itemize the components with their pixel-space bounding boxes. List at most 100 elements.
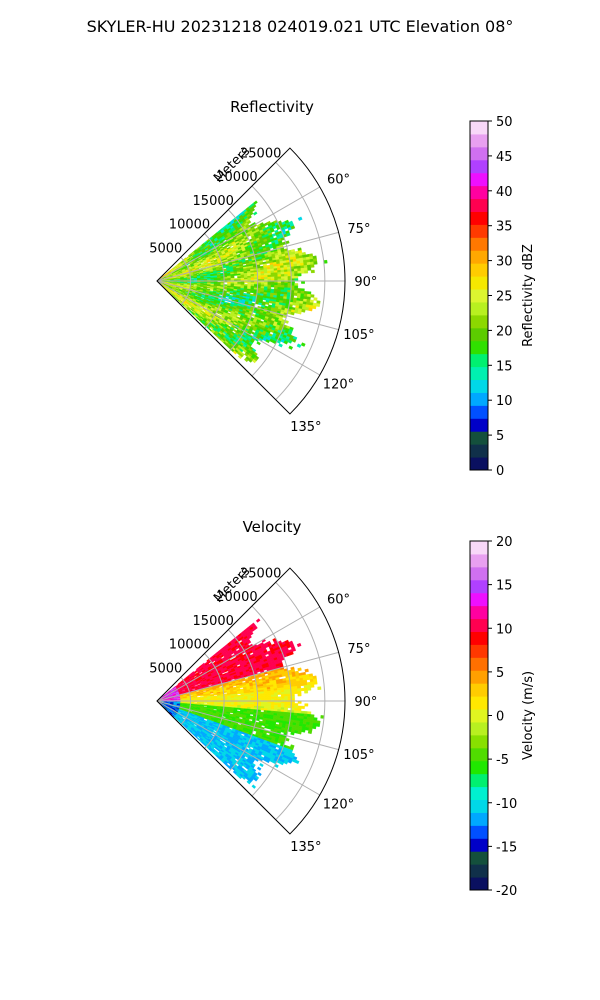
data-cell: [193, 279, 198, 281]
colorbar-tick-label: 20: [496, 324, 513, 339]
data-cell: [278, 343, 283, 348]
colorbar-tick-label: 5: [496, 429, 504, 444]
data-cell: [277, 272, 282, 275]
data-cell: [307, 267, 312, 271]
colorbar-swatch: [470, 418, 488, 432]
data-cell: [288, 345, 294, 350]
colorbar-swatch: [470, 263, 488, 277]
data-cell: [270, 274, 275, 278]
data-cell: [267, 696, 272, 700]
data-cell: [297, 667, 302, 672]
data-cell: [280, 691, 285, 695]
data-cell: [260, 277, 265, 280]
data-cell: [274, 274, 278, 278]
data-cell: [256, 341, 261, 346]
theta-tick-label: 135°: [290, 420, 321, 435]
colorbar-swatch: [470, 353, 488, 368]
data-cell: [250, 277, 255, 280]
colorbar-swatch: [470, 211, 488, 225]
data-cell: [280, 274, 285, 277]
data-cell: [253, 200, 258, 205]
data-cell: [284, 273, 289, 277]
data-cell: [300, 342, 306, 347]
data-cell: [264, 274, 268, 278]
panels: Reflectivity60°75°90°105°120°135°5000100…: [149, 98, 536, 899]
colorbar-swatch: [470, 121, 488, 135]
data-cell: [310, 684, 315, 688]
theta-tick-label: 75°: [347, 222, 370, 237]
colorbar-swatch: [470, 172, 488, 187]
data-cell: [270, 694, 275, 698]
data-cell: [262, 297, 267, 301]
data-cell: [229, 292, 234, 295]
data-cell: [300, 682, 305, 687]
data-cell: [258, 302, 263, 306]
data-cell: [294, 275, 299, 279]
colorbar-tick-label: 45: [496, 150, 513, 165]
data-cell: [267, 694, 272, 698]
data-cell: [270, 696, 275, 700]
data-cell: [274, 694, 278, 698]
data-cell: [307, 687, 312, 691]
data-cell: [277, 276, 282, 280]
data-cell: [317, 686, 322, 690]
data-cell: [280, 271, 285, 275]
data-cell: [183, 282, 188, 284]
data-cell: [297, 705, 302, 709]
data-cell: [293, 268, 298, 272]
data-cell: [247, 215, 252, 220]
data-cell: [304, 690, 309, 694]
data-cell: [307, 264, 312, 269]
theta-tick-label: 120°: [323, 377, 354, 392]
data-cell: [300, 270, 305, 274]
data-cell: [280, 694, 285, 697]
data-cell: [293, 688, 298, 692]
data-cell: [284, 696, 289, 699]
colorbar-swatch: [470, 379, 488, 393]
colorbar-swatch: [470, 327, 488, 342]
colorbar-swatch: [470, 224, 488, 238]
data-cell: [297, 216, 303, 221]
data-cell: [297, 688, 302, 692]
colorbar-swatch: [470, 301, 488, 316]
data-cell: [274, 282, 279, 286]
data-cell: [297, 288, 302, 292]
data-cell: [313, 261, 318, 265]
data-cell: [305, 676, 311, 681]
data-cell: [284, 276, 289, 279]
data-cell: [280, 702, 285, 706]
data-cell: [250, 697, 255, 700]
data-cell: [297, 708, 302, 712]
data-cell: [277, 692, 282, 695]
data-cell: [267, 274, 272, 278]
colorbar-label: Reflectivity dBZ: [521, 244, 536, 347]
data-cell: [277, 696, 282, 700]
data-cell: [280, 276, 285, 280]
data-cell: [267, 282, 272, 286]
data-cell: [284, 271, 288, 275]
data-cell: [233, 273, 238, 276]
theta-tick-label: 90°: [354, 275, 377, 290]
data-cell: [303, 687, 308, 691]
data-cell: [259, 262, 264, 265]
colorbar-swatch: [470, 340, 488, 355]
data-cell: [250, 290, 255, 294]
data-cell: [308, 307, 313, 312]
theta-tick-label: 105°: [343, 328, 374, 343]
colorbar-swatch: [470, 314, 488, 329]
colorbar-tick-label: 10: [496, 394, 513, 409]
data-cell: [297, 273, 302, 277]
figure-title: SKYLER-HU 20231218 024019.021 UTC Elevat…: [87, 17, 514, 36]
data-cell: [267, 276, 272, 280]
data-cell: [300, 705, 305, 709]
data-cell: [284, 705, 289, 709]
colorbar-swatch: [470, 431, 488, 445]
data-cell: [265, 260, 270, 264]
r-tick-label: 10000: [169, 218, 210, 233]
data-cell: [304, 668, 309, 673]
data-cell: [197, 279, 201, 281]
colorbar-tick-label: 15: [496, 359, 513, 374]
data-cell: [277, 282, 282, 286]
data-cell: [297, 268, 302, 272]
